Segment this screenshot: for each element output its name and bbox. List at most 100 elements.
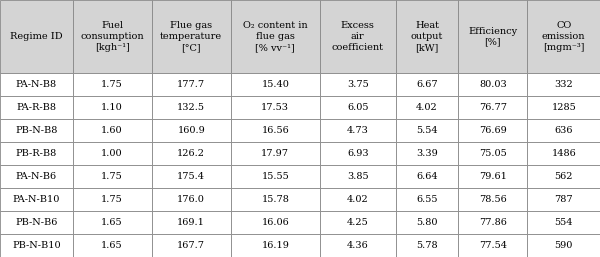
Bar [395, 119, 458, 142]
Text: 76.77: 76.77 [479, 103, 507, 112]
Text: 76.69: 76.69 [479, 126, 507, 135]
Text: 6.55: 6.55 [416, 195, 437, 204]
Bar [73, 188, 152, 211]
Text: 4.36: 4.36 [347, 241, 368, 250]
Text: 77.54: 77.54 [479, 241, 507, 250]
Text: 332: 332 [554, 80, 573, 89]
Bar [320, 211, 395, 234]
Text: O₂ content in
flue gas
[% vv⁻¹]: O₂ content in flue gas [% vv⁻¹] [243, 21, 308, 52]
Bar [395, 165, 458, 188]
Text: PB-N-B10: PB-N-B10 [12, 241, 61, 250]
Text: 4.02: 4.02 [416, 103, 438, 112]
Bar [231, 119, 320, 142]
Text: PB-N-B8: PB-N-B8 [15, 126, 58, 135]
Bar [527, 188, 600, 211]
Bar [395, 96, 458, 119]
Bar [458, 188, 527, 211]
Text: 6.64: 6.64 [416, 172, 438, 181]
Text: 787: 787 [554, 195, 573, 204]
Text: PA-R-B8: PA-R-B8 [16, 103, 56, 112]
Text: 1.60: 1.60 [101, 126, 123, 135]
Bar [152, 165, 231, 188]
Bar [73, 0, 152, 73]
Text: Regime ID: Regime ID [10, 32, 62, 41]
Bar [458, 211, 527, 234]
Bar [152, 96, 231, 119]
Bar [0, 73, 73, 96]
Bar [527, 234, 600, 257]
Text: 3.39: 3.39 [416, 149, 438, 158]
Bar [231, 234, 320, 257]
Bar [458, 234, 527, 257]
Text: CO
emission
[mgm⁻³]: CO emission [mgm⁻³] [542, 21, 586, 52]
Text: 1.10: 1.10 [101, 103, 123, 112]
Bar [0, 211, 73, 234]
Text: PA-N-B8: PA-N-B8 [16, 80, 57, 89]
Bar [0, 234, 73, 257]
Bar [73, 211, 152, 234]
Bar [395, 0, 458, 73]
Text: Flue gas
temperature
[°C]: Flue gas temperature [°C] [160, 21, 222, 52]
Bar [395, 73, 458, 96]
Bar [0, 96, 73, 119]
Text: 15.40: 15.40 [262, 80, 289, 89]
Bar [231, 0, 320, 73]
Bar [458, 119, 527, 142]
Bar [152, 0, 231, 73]
Bar [527, 142, 600, 165]
Text: 1.75: 1.75 [101, 195, 123, 204]
Bar [73, 96, 152, 119]
Text: 167.7: 167.7 [177, 241, 205, 250]
Text: 1486: 1486 [551, 149, 576, 158]
Bar [152, 119, 231, 142]
Bar [73, 119, 152, 142]
Text: 4.73: 4.73 [347, 126, 368, 135]
Text: Heat
output
[kW]: Heat output [kW] [411, 21, 443, 52]
Bar [73, 234, 152, 257]
Bar [320, 188, 395, 211]
Text: 5.54: 5.54 [416, 126, 438, 135]
Bar [458, 165, 527, 188]
Text: 5.80: 5.80 [416, 218, 437, 227]
Bar [320, 0, 395, 73]
Bar [231, 188, 320, 211]
Text: 15.78: 15.78 [262, 195, 289, 204]
Text: 1.75: 1.75 [101, 172, 123, 181]
Bar [527, 165, 600, 188]
Bar [527, 119, 600, 142]
Text: PA-N-B6: PA-N-B6 [16, 172, 57, 181]
Bar [458, 0, 527, 73]
Bar [395, 234, 458, 257]
Bar [73, 165, 152, 188]
Text: 78.56: 78.56 [479, 195, 507, 204]
Text: 160.9: 160.9 [178, 126, 205, 135]
Bar [320, 165, 395, 188]
Text: 3.85: 3.85 [347, 172, 368, 181]
Bar [231, 73, 320, 96]
Text: 17.97: 17.97 [261, 149, 289, 158]
Text: 132.5: 132.5 [177, 103, 205, 112]
Bar [458, 73, 527, 96]
Text: PB-R-B8: PB-R-B8 [16, 149, 57, 158]
Text: 1285: 1285 [551, 103, 576, 112]
Text: 6.05: 6.05 [347, 103, 368, 112]
Bar [527, 96, 600, 119]
Bar [152, 73, 231, 96]
Bar [395, 188, 458, 211]
Text: 126.2: 126.2 [177, 149, 205, 158]
Text: 554: 554 [554, 218, 573, 227]
Bar [0, 142, 73, 165]
Text: 175.4: 175.4 [177, 172, 205, 181]
Bar [152, 234, 231, 257]
Text: 5.78: 5.78 [416, 241, 438, 250]
Text: 3.75: 3.75 [347, 80, 368, 89]
Text: Fuel
consumption
[kgh⁻¹]: Fuel consumption [kgh⁻¹] [80, 21, 144, 52]
Text: 177.7: 177.7 [177, 80, 205, 89]
Text: Efficiency
[%]: Efficiency [%] [468, 26, 517, 47]
Bar [320, 73, 395, 96]
Bar [0, 0, 73, 73]
Bar [458, 96, 527, 119]
Text: 75.05: 75.05 [479, 149, 507, 158]
Bar [231, 165, 320, 188]
Bar [152, 211, 231, 234]
